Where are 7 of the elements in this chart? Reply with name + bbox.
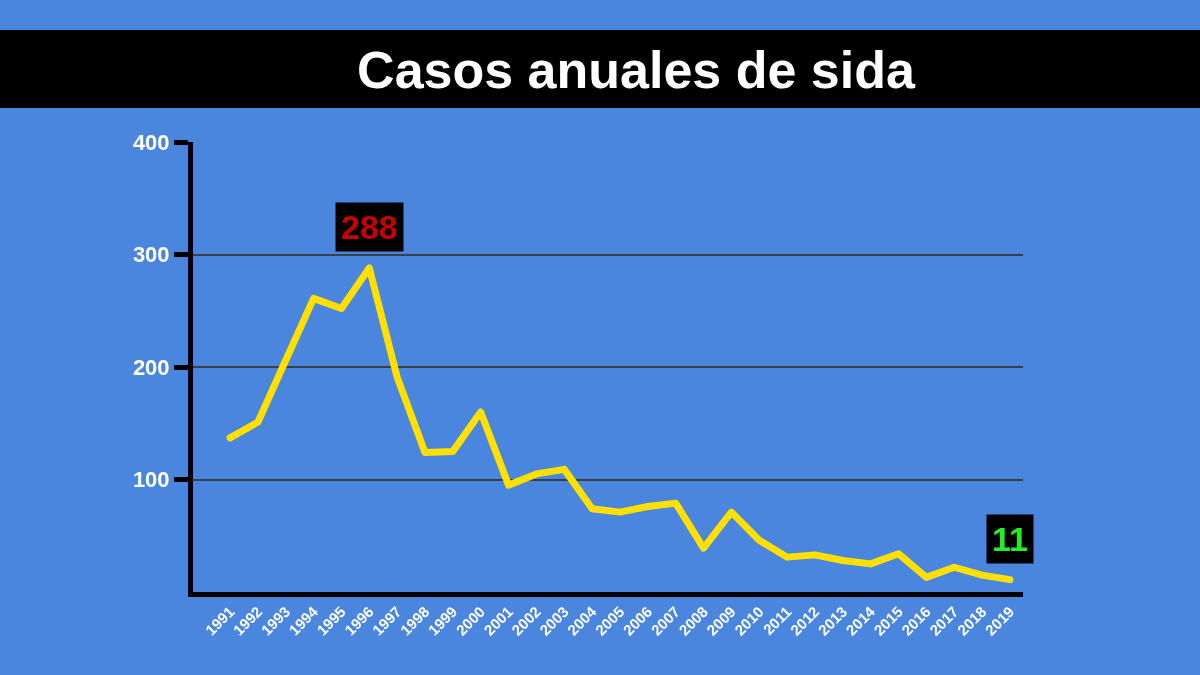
- y-tick-label: 300: [132, 242, 170, 268]
- y-tick-label: 400: [132, 129, 170, 155]
- chart-title: Casos anuales de sida: [357, 41, 916, 100]
- y-tick-label: 100: [132, 467, 170, 493]
- data-label: 288: [341, 208, 398, 246]
- y-tick-label: 200: [132, 354, 170, 380]
- data-label: 11: [992, 520, 1028, 558]
